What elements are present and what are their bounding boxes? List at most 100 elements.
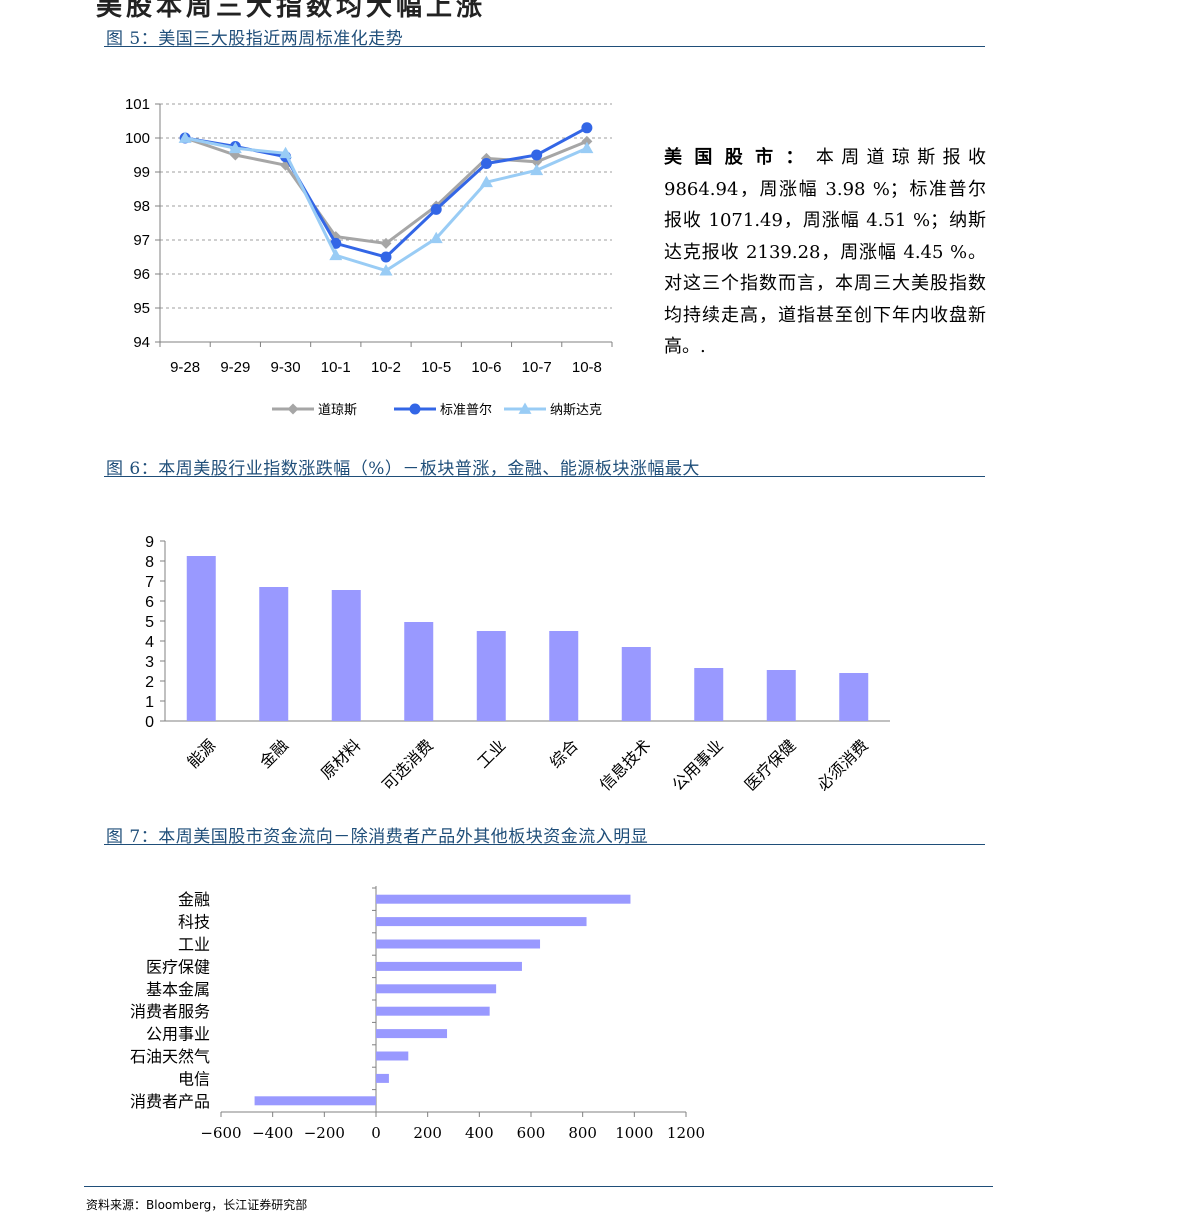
x-tick-label: 10-6	[471, 359, 501, 376]
x-tick-label: 1000	[615, 1124, 653, 1142]
x-tick-label: 9-30	[271, 359, 301, 376]
x-tick-label: 10-2	[371, 359, 401, 376]
bar	[376, 1029, 448, 1039]
figure-5-title: 图 5：美国三大股指近两周标准化走势	[106, 29, 404, 49]
x-tick-label: 9-28	[170, 359, 200, 376]
y-tick-label: 工业	[178, 935, 210, 954]
y-tick-label: 消费者服务	[130, 1002, 210, 1021]
commentary-body: 本周道琼斯报收9864.94，周涨幅 3.98 %；标准普尔报收 1071.49…	[664, 147, 987, 357]
legend-marker	[518, 402, 532, 414]
y-tick-label: 9	[145, 534, 154, 551]
y-tick-label: 基本金属	[146, 980, 210, 999]
bar	[376, 961, 522, 971]
x-tick-label: 可选消费	[379, 736, 437, 794]
y-tick-label: 消费者产品	[130, 1092, 210, 1111]
legend-label: 道琼斯	[318, 403, 357, 418]
legend-marker	[287, 403, 299, 415]
y-tick-label: 公用事业	[146, 1025, 210, 1044]
y-tick-label: 95	[133, 300, 150, 317]
figure-7-title: 图 7：本周美国股市资金流向－除消费者产品外其他板块资金流入明显	[106, 827, 649, 847]
bar	[254, 1096, 376, 1106]
figure-5-rule	[104, 46, 985, 47]
x-tick-label: 能源	[184, 736, 219, 771]
source-note: 资料来源：Bloomberg，长江证券研究部	[86, 1198, 308, 1212]
y-tick-label: 0	[145, 714, 154, 731]
bar	[476, 631, 506, 721]
y-tick-label: 99	[133, 164, 150, 181]
bar	[621, 647, 651, 721]
x-tick-label: 综合	[547, 736, 582, 771]
y-tick-label: 医疗保健	[146, 957, 210, 976]
series-line-1	[184, 136, 588, 245]
x-tick-label: 200	[413, 1124, 442, 1142]
y-tick-label: 96	[133, 266, 150, 283]
data-point	[380, 237, 392, 249]
y-tick-label: 电信	[178, 1069, 210, 1088]
bar	[331, 590, 361, 721]
data-point	[480, 158, 492, 169]
x-tick-label: 800	[568, 1124, 597, 1142]
y-tick-label: 7	[145, 574, 154, 591]
line-chart-index-trend: 94 95 96 97 98 99 100 101 9-28 9-29 9-30 10-1 10-2 10…	[125, 96, 613, 418]
bar	[186, 556, 216, 721]
y-tick-label: 1	[145, 694, 154, 711]
y-tick-label: 3	[145, 654, 154, 671]
x-tick-label: 9-29	[220, 359, 250, 376]
data-point	[380, 251, 392, 263]
data-point	[530, 163, 544, 176]
bar-chart-sector-returns: 0 1 2 3 4 5 6 7 8 9 能源 金融 原材料 可选消费 工业 综合 信息技术 公用事业 医疗保健 必须消…	[145, 534, 890, 794]
series-line-2	[184, 126, 588, 259]
y-tick-label: 98	[133, 198, 150, 215]
x-tick-label: 公用事业	[669, 736, 727, 794]
x-tick-label: −200	[304, 1124, 345, 1142]
y-tick-label: 100	[125, 130, 150, 147]
y-tick-label: 97	[133, 232, 150, 249]
x-tick-label: 金融	[257, 736, 292, 771]
bar	[694, 668, 724, 721]
y-tick-label: 6	[145, 594, 154, 611]
y-tick-label: 8	[145, 554, 154, 571]
data-point	[581, 122, 593, 134]
x-tick-label: 0	[371, 1124, 381, 1142]
bar	[376, 1051, 409, 1061]
legend-label: 纳斯达克	[550, 403, 602, 418]
y-tick-label: 4	[145, 634, 154, 651]
data-point	[228, 141, 242, 154]
legend-marker	[409, 403, 421, 415]
data-point	[479, 175, 493, 188]
market-commentary: 美国股市：本周道琼斯报收9864.94，周涨幅 3.98 %；标准普尔报收 10…	[664, 142, 986, 363]
figure-7-rule	[104, 844, 985, 845]
source-rule	[84, 1186, 993, 1187]
bar	[376, 1006, 490, 1016]
data-point	[531, 149, 543, 161]
x-tick-label: 10-5	[421, 359, 451, 376]
data-point	[329, 248, 343, 261]
x-tick-label: 信息技术	[596, 736, 654, 794]
data-point	[178, 131, 192, 143]
data-point	[279, 146, 293, 159]
bar	[404, 622, 434, 721]
figure-6-rule	[104, 476, 985, 477]
data-point	[379, 264, 393, 276]
y-tick-label: 101	[125, 96, 150, 113]
bar	[766, 670, 796, 721]
x-tick-label: 工业	[474, 736, 509, 771]
x-tick-label: 400	[465, 1124, 494, 1142]
y-tick-label: 石油天然气	[130, 1047, 210, 1066]
x-tick-label: 医疗保健	[741, 736, 799, 794]
bar	[376, 1073, 389, 1083]
legend-label: 标准普尔	[440, 403, 492, 418]
x-tick-label: −600	[200, 1124, 241, 1142]
page-heading: 美股本周三大指数均大幅上涨	[96, 0, 487, 22]
bar	[549, 631, 579, 721]
bar-chart-fund-flows: −600 −400 −200 0 200 400 600 800 1000 1200 金融科技工业医…	[130, 886, 705, 1142]
x-tick-label: 600	[517, 1124, 546, 1142]
figure-6-title: 图 6：本周美股行业指数涨跌幅（%）－板块普涨，金融、能源板块涨幅最大	[106, 459, 700, 479]
y-tick-label: 94	[133, 334, 150, 351]
bar	[376, 984, 497, 994]
data-point	[330, 237, 342, 249]
x-tick-label: 1200	[667, 1124, 705, 1142]
bar	[376, 939, 541, 949]
y-tick-label: 科技	[178, 913, 210, 932]
x-tick-label: 必须消费	[814, 736, 872, 794]
